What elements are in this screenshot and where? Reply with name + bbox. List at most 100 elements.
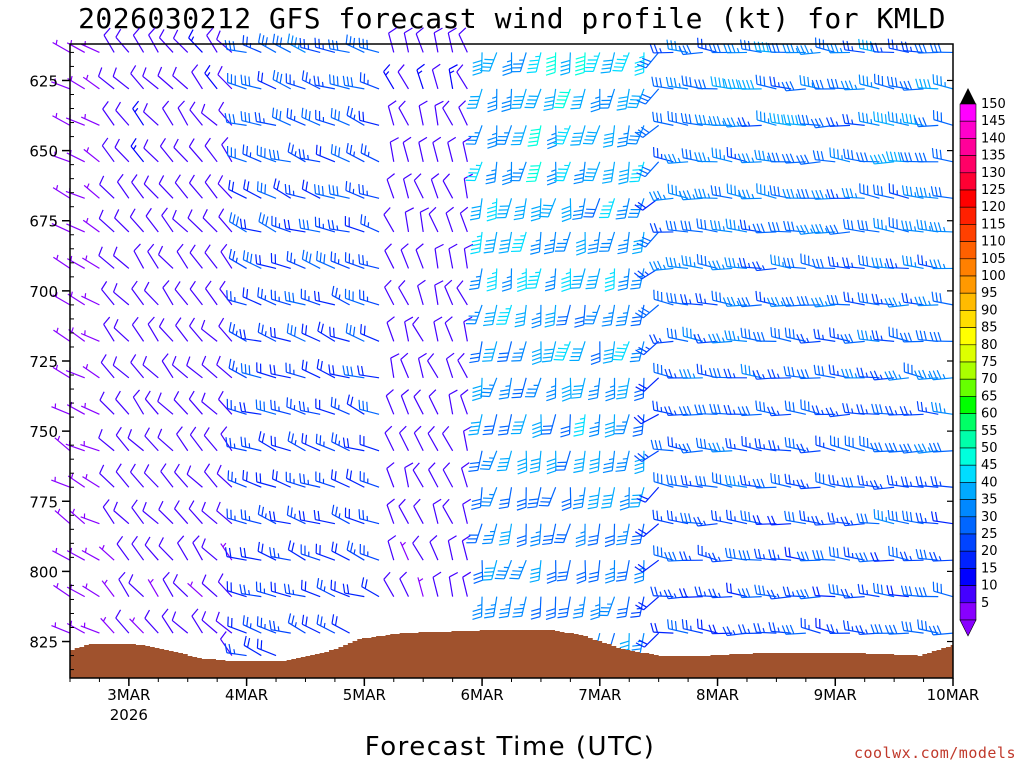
wind-barb-shaft [830, 373, 851, 379]
wind-barb-full-feather [789, 624, 795, 635]
wind-barb-full-feather [718, 77, 721, 88]
wind-barb [330, 579, 350, 598]
wind-barb-full-feather [632, 433, 643, 437]
wind-barb-shaft [519, 88, 527, 109]
wind-barb-full-feather [863, 552, 869, 562]
wind-barb-full-feather [871, 403, 875, 414]
wind-barb-full-feather [933, 331, 938, 342]
colorbar-label: 140 [981, 131, 1006, 146]
wind-barb-full-feather [112, 67, 117, 77]
wind-barb-full-feather [827, 512, 831, 522]
wind-barb-shaft [933, 520, 954, 525]
wind-barb [811, 79, 836, 90]
wind-barb-half-feather [594, 421, 600, 425]
wind-barb-full-feather [803, 76, 806, 86]
wind-barb [80, 113, 100, 126]
wind-barb-half-feather [777, 82, 780, 88]
wind-barb-full-feather [573, 607, 584, 611]
wind-barb-full-feather [499, 247, 509, 250]
wind-barb-shaft [643, 596, 660, 611]
wind-barb [828, 583, 851, 598]
wind-barb-full-feather [604, 433, 615, 438]
wind-barb-full-feather [833, 148, 836, 158]
wind-barb-full-feather [821, 366, 825, 376]
wind-barb-shaft [481, 560, 484, 581]
wind-barb-full-feather [512, 392, 523, 395]
colorbar-swatch [959, 533, 977, 552]
wind-barb [188, 29, 203, 53]
wind-barb [344, 288, 365, 306]
wind-barb [256, 362, 277, 379]
wind-barb-full-feather [884, 625, 890, 635]
wind-barb-shaft [771, 630, 792, 634]
wind-barb-shaft [65, 117, 85, 126]
wind-barb [561, 198, 572, 223]
wind-barb-full-feather [517, 466, 527, 471]
wind-barb-half-feather [810, 228, 814, 234]
wind-barb [494, 559, 513, 580]
wind-barb-full-feather [147, 243, 155, 252]
wind-barb-shaft [888, 413, 909, 416]
wind-barb-shaft [698, 627, 718, 634]
wind-barb-shaft [889, 120, 909, 126]
wind-barb-shaft [534, 161, 542, 182]
wind-barb-full-feather [694, 404, 699, 414]
wind-barb [557, 596, 571, 619]
wind-barb [914, 369, 939, 380]
wind-barb-full-feather [730, 117, 736, 127]
wind-barb [530, 198, 542, 222]
wind-barb [412, 535, 424, 561]
wind-barb [498, 377, 513, 400]
wind-barb-shaft [161, 616, 174, 634]
wind-barb-full-feather [514, 324, 525, 328]
wind-barb-shaft [186, 365, 203, 379]
wind-barb-shaft [756, 557, 777, 561]
wind-barb [931, 291, 954, 306]
wind-barb-full-feather [846, 219, 850, 230]
wind-barb-full-feather [826, 624, 831, 634]
wind-barb-half-feather [131, 617, 136, 622]
wind-barb-shaft [697, 263, 718, 270]
wind-barb-full-feather [787, 257, 791, 268]
wind-barb-full-feather [304, 325, 308, 335]
wind-barb-full-feather [588, 575, 599, 579]
source-credit[interactable]: coolwx.com/models [853, 744, 1016, 762]
wind-barb-full-feather [900, 152, 905, 162]
wind-barb-full-feather [361, 577, 365, 587]
wind-barb-full-feather [334, 543, 338, 553]
wind-barb-shaft [533, 88, 542, 108]
wind-barb-half-feather [659, 227, 662, 233]
wind-barb [796, 479, 821, 490]
wind-barb-shaft [668, 265, 689, 270]
wind-barb-full-feather [891, 112, 894, 122]
wind-barb [930, 475, 954, 488]
wind-barb-shaft [903, 121, 924, 126]
wind-barb [65, 114, 85, 126]
wind-barb-full-feather [313, 75, 316, 86]
wind-barb-shaft [66, 223, 85, 233]
wind-barb-full-feather [865, 113, 869, 124]
wind-barb [81, 293, 100, 306]
wind-barb [737, 189, 762, 200]
wind-barb [770, 327, 792, 342]
wind-barb [301, 107, 321, 126]
wind-barb-half-feather [353, 549, 356, 555]
wind-barb-half-feather [909, 410, 913, 416]
wind-barb [884, 297, 909, 308]
wind-barb-shaft [815, 558, 836, 561]
wind-barb-full-feather [905, 293, 909, 303]
wind-barb [99, 464, 115, 488]
wind-barb-full-feather [811, 79, 816, 90]
wind-barb-shaft [270, 629, 291, 634]
wind-barb-shaft [413, 396, 424, 415]
wind-barb-full-feather [617, 611, 627, 615]
wind-barb [469, 341, 483, 364]
wind-barb-half-feather [580, 531, 586, 534]
wind-barb-half-feather [85, 217, 89, 223]
wind-barb [216, 464, 233, 488]
wind-barb-shaft [273, 187, 292, 199]
wind-barb-half-feather [70, 291, 73, 297]
wind-barb [218, 317, 233, 342]
wind-barb-full-feather [783, 366, 787, 376]
wind-barb-full-feather [186, 465, 192, 475]
